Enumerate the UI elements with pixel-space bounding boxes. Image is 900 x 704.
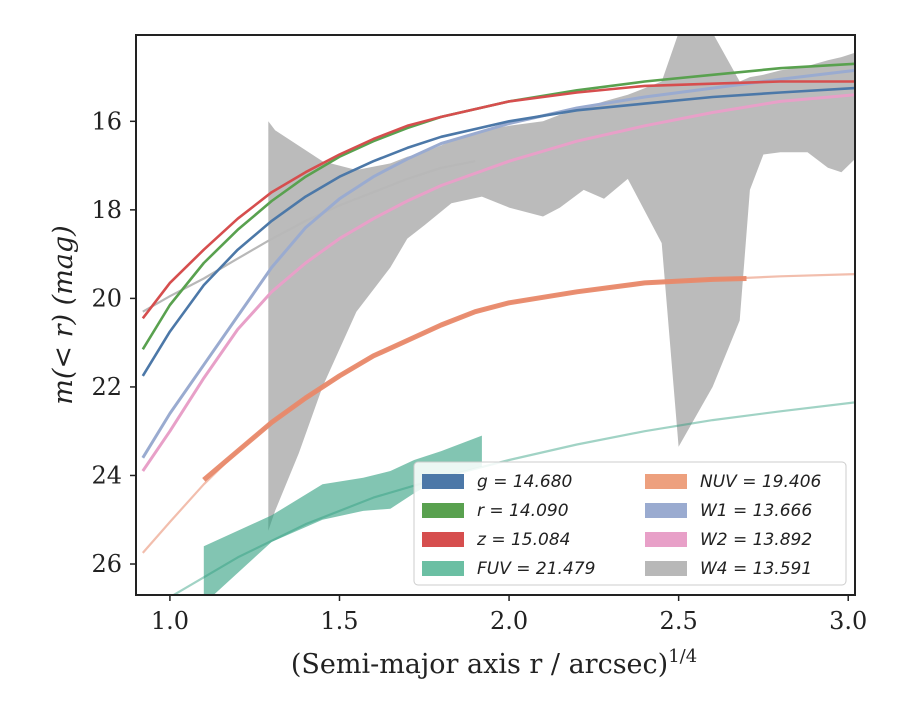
series-line-w4-1 bbox=[142, 160, 476, 313]
y-tick-label: 18 bbox=[91, 196, 122, 224]
series-line-z-10 bbox=[141, 80, 855, 320]
legend-swatch-fuv bbox=[422, 561, 464, 576]
legend-label-r: r = 14.090 bbox=[477, 501, 569, 521]
legend-label-z: z = 15.084 bbox=[476, 530, 570, 550]
legend-swatch-nuv bbox=[645, 474, 687, 489]
y-axis-title: m(< r) (mag) bbox=[48, 225, 79, 404]
legend-swatch-w4 bbox=[645, 561, 687, 576]
tick-layer: 1.0 1.5 2.0 2.5 3.0 16 18 20 22 24 26 bbox=[91, 107, 867, 635]
x-tick-label: 1.5 bbox=[320, 607, 358, 635]
series-line-g-8 bbox=[141, 86, 855, 377]
series-band-w4-0 bbox=[268, 35, 855, 531]
legend-swatch-w1 bbox=[645, 503, 687, 518]
y-tick-label: 20 bbox=[91, 284, 122, 312]
legend-label-g: g = 14.680 bbox=[477, 472, 572, 492]
x-tick-label: 3.0 bbox=[829, 607, 867, 635]
x-tick-label: 2.0 bbox=[490, 607, 528, 635]
legend-frame bbox=[413, 461, 847, 586]
series-band-fuv-3 bbox=[203, 435, 482, 595]
series-line-nuv-5 bbox=[202, 276, 747, 482]
plot-frame bbox=[135, 34, 856, 596]
series-line-w2-6 bbox=[141, 93, 855, 472]
legend: g = 14.680 NUV = 19.406 r = 14.090 W1 = 13.… bbox=[413, 461, 847, 586]
x-axis-title-exponent: 1/4 bbox=[668, 646, 697, 667]
y-tick-label: 24 bbox=[91, 461, 122, 489]
series-line-w1-7 bbox=[141, 68, 855, 459]
y-tick-label: 22 bbox=[91, 373, 122, 401]
legend-label-w2: W2 = 13.892 bbox=[700, 530, 812, 550]
y-tick-label: 26 bbox=[91, 550, 122, 578]
legend-label-w4: W4 = 13.591 bbox=[700, 559, 812, 579]
legend-swatch-g bbox=[422, 474, 464, 489]
x-axis-title-main: (Semi-major axis r / arcsec) bbox=[291, 649, 668, 680]
legend-swatch-w2 bbox=[645, 532, 687, 547]
legend-label-w1: W1 = 13.666 bbox=[700, 501, 812, 521]
x-tick-label: 1.0 bbox=[151, 607, 189, 635]
series-line-r-9 bbox=[141, 62, 855, 350]
legend-label-nuv: NUV = 19.406 bbox=[700, 472, 822, 492]
x-axis-title: (Semi-major axis r / arcsec)1/4 bbox=[291, 646, 697, 680]
legend-label-fuv: FUV = 21.479 bbox=[477, 559, 595, 579]
legend-swatch-z bbox=[422, 532, 464, 547]
y-tick-label: 16 bbox=[91, 107, 122, 135]
x-tick-label: 2.5 bbox=[660, 607, 698, 635]
legend-swatch-r bbox=[422, 503, 464, 518]
